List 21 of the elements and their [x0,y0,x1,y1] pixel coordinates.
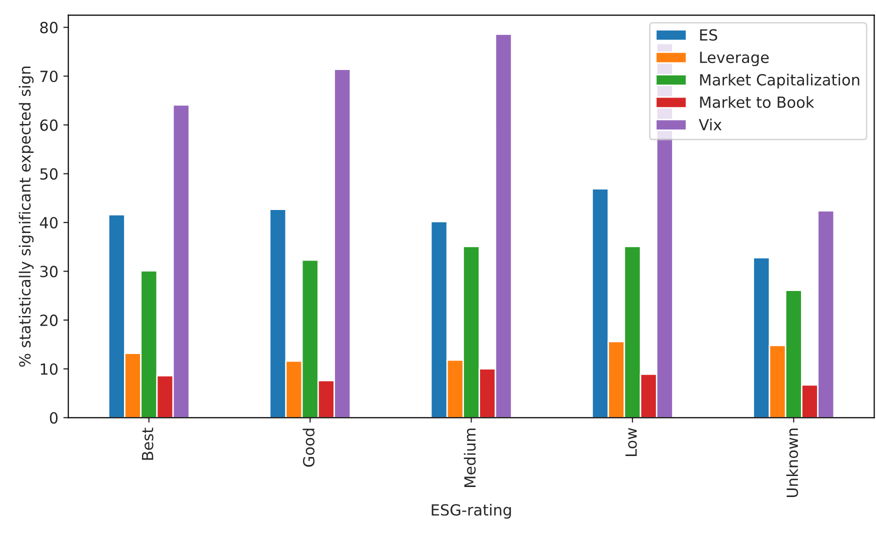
x-tick-label: Best [142,428,154,460]
y-tick-label: 20 [40,314,58,326]
legend-label: ES [700,29,718,41]
x-axis-title: ESG-rating [432,504,511,519]
y-tick-label: 40 [40,216,58,229]
y-tick-label: 60 [40,119,58,131]
x-tick-label: Medium [464,428,476,487]
y-tick-label: 70 [40,70,58,82]
y-tick-label: 80 [40,22,58,34]
legend-label: Market to Book [700,96,814,108]
y-tick-label: 50 [40,168,58,180]
x-tick-label: Good [302,428,315,467]
legend-label: Market Capitalization [700,74,860,89]
y-tick-label: 30 [40,266,58,278]
x-tick-label: Low [626,428,637,456]
x-tick-label: Unknown [786,428,798,497]
y-tick-label: 10 [40,363,58,375]
y-tick-label: 0 [50,412,58,424]
legend-label: Leverage [700,52,769,66]
legend-label: Vix [698,118,722,130]
y-axis-title: % statistically significant expected sign [18,66,34,367]
